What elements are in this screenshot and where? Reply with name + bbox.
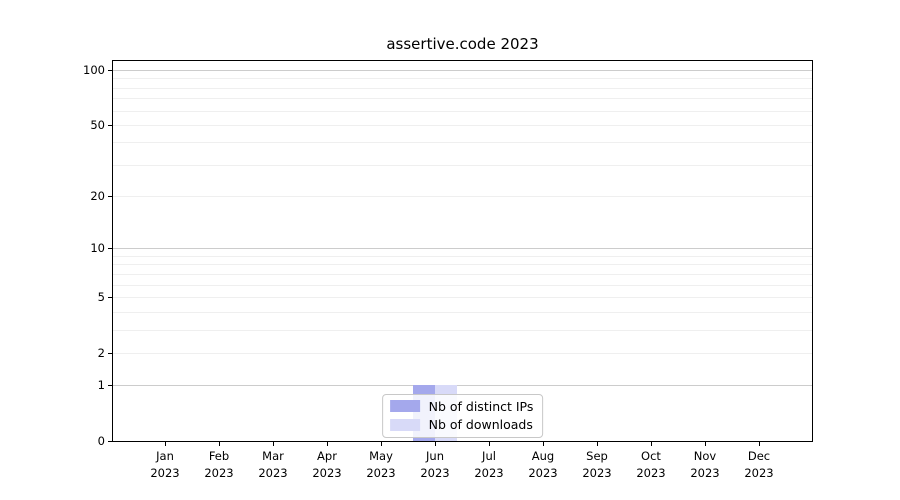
y-tick-label: 1	[97, 378, 105, 393]
minor-gridline	[113, 87, 812, 89]
y-tick-mark	[108, 441, 113, 442]
minor-gridline	[113, 78, 812, 80]
y-tick-mark	[108, 352, 113, 354]
y-tick-mark	[108, 248, 113, 250]
minor-gridline	[113, 98, 812, 100]
x-tick-mark	[327, 442, 328, 446]
x-tick-year: 2023	[258, 466, 288, 480]
x-tick-month: Dec	[747, 449, 771, 463]
x-tick-year: 2023	[744, 466, 774, 480]
y-tick-label: 50	[90, 117, 105, 132]
minor-gridline	[113, 142, 812, 144]
major-gridline	[113, 248, 812, 250]
x-tick-year: 2023	[690, 466, 720, 480]
minor-gridline	[113, 329, 812, 331]
legend: Nb of distinct IPs Nb of downloads	[381, 393, 544, 438]
y-tick-label: 100	[83, 63, 105, 78]
legend-label: Nb of distinct IPs	[428, 398, 534, 414]
minor-gridline	[113, 284, 812, 286]
x-tick-label: Feb 2023	[189, 448, 249, 482]
minor-gridline	[113, 273, 812, 275]
x-tick-mark	[651, 442, 652, 446]
minor-gridline	[113, 196, 812, 198]
minor-gridline	[113, 311, 812, 313]
x-tick-mark	[705, 442, 706, 446]
minor-gridline	[113, 124, 812, 126]
x-tick-month: Sep	[586, 449, 608, 463]
chart-title: assertive.code 2023	[386, 35, 539, 53]
x-tick-month: Feb	[208, 449, 230, 463]
minor-gridline	[113, 296, 812, 298]
x-tick-label: May 2023	[351, 448, 411, 482]
x-tick-mark	[489, 442, 490, 446]
minor-gridline	[113, 164, 812, 166]
x-tick-label: Aug 2023	[513, 448, 573, 482]
x-tick-year: 2023	[420, 466, 450, 480]
x-tick-label: Oct 2023	[621, 448, 681, 482]
x-tick-month: Jan	[156, 449, 174, 463]
y-tick-mark	[108, 296, 113, 298]
minor-gridline	[113, 352, 812, 354]
x-tick-year: 2023	[528, 466, 558, 480]
x-tick-mark	[597, 442, 598, 446]
x-tick-year: 2023	[150, 466, 180, 480]
x-tick-label: Jan 2023	[135, 448, 195, 482]
x-tick-label: Jul 2023	[459, 448, 519, 482]
x-tick-month: Apr	[317, 449, 337, 463]
x-tick-month: May	[369, 449, 393, 463]
x-tick-month: Jun	[426, 449, 444, 463]
x-tick-label: Mar 2023	[243, 448, 303, 482]
x-tick-mark	[759, 442, 760, 446]
x-tick-mark	[273, 442, 274, 446]
x-tick-mark	[435, 442, 436, 446]
x-tick-year: 2023	[582, 466, 612, 480]
y-tick-label: 10	[90, 241, 105, 256]
plot-area: Nb of distinct IPs Nb of downloads	[112, 60, 813, 442]
x-tick-label: Apr 2023	[297, 448, 357, 482]
x-tick-mark	[165, 442, 166, 446]
x-tick-label: Jun 2023	[405, 448, 465, 482]
x-tick-year: 2023	[312, 466, 342, 480]
legend-entry: Nb of downloads	[389, 417, 534, 433]
y-tick-mark	[108, 196, 113, 198]
minor-gridline	[113, 110, 812, 112]
x-tick-year: 2023	[366, 466, 396, 480]
x-tick-label: Nov 2023	[675, 448, 735, 482]
x-tick-month: Jul	[482, 449, 496, 463]
minor-gridline	[113, 255, 812, 257]
x-tick-mark	[381, 442, 382, 446]
y-tick-mark	[108, 385, 113, 387]
y-tick-label: 2	[97, 345, 105, 360]
y-tick-label: 5	[97, 289, 105, 304]
x-tick-month: Nov	[693, 449, 717, 463]
x-tick-month: Aug	[531, 449, 555, 463]
x-tick-month: Mar	[262, 449, 284, 463]
minor-gridline	[113, 264, 812, 266]
x-tick-year: 2023	[474, 466, 504, 480]
y-tick-label: 0	[97, 434, 105, 448]
x-tick-month: Oct	[641, 449, 661, 463]
y-tick-mark	[108, 70, 113, 72]
x-tick-year: 2023	[204, 466, 234, 480]
legend-swatch-icon	[389, 400, 420, 413]
y-tick-label: 20	[90, 189, 105, 204]
legend-entry: Nb of distinct IPs	[389, 398, 534, 414]
major-gridline	[113, 385, 812, 387]
major-gridline	[113, 70, 812, 72]
y-tick-mark	[108, 124, 113, 126]
x-tick-year: 2023	[636, 466, 666, 480]
legend-swatch-icon	[389, 419, 420, 432]
x-tick-mark	[543, 442, 544, 446]
x-tick-mark	[219, 442, 220, 446]
legend-label: Nb of downloads	[428, 417, 533, 433]
x-tick-label: Dec 2023	[729, 448, 789, 482]
x-tick-label: Sep 2023	[567, 448, 627, 482]
